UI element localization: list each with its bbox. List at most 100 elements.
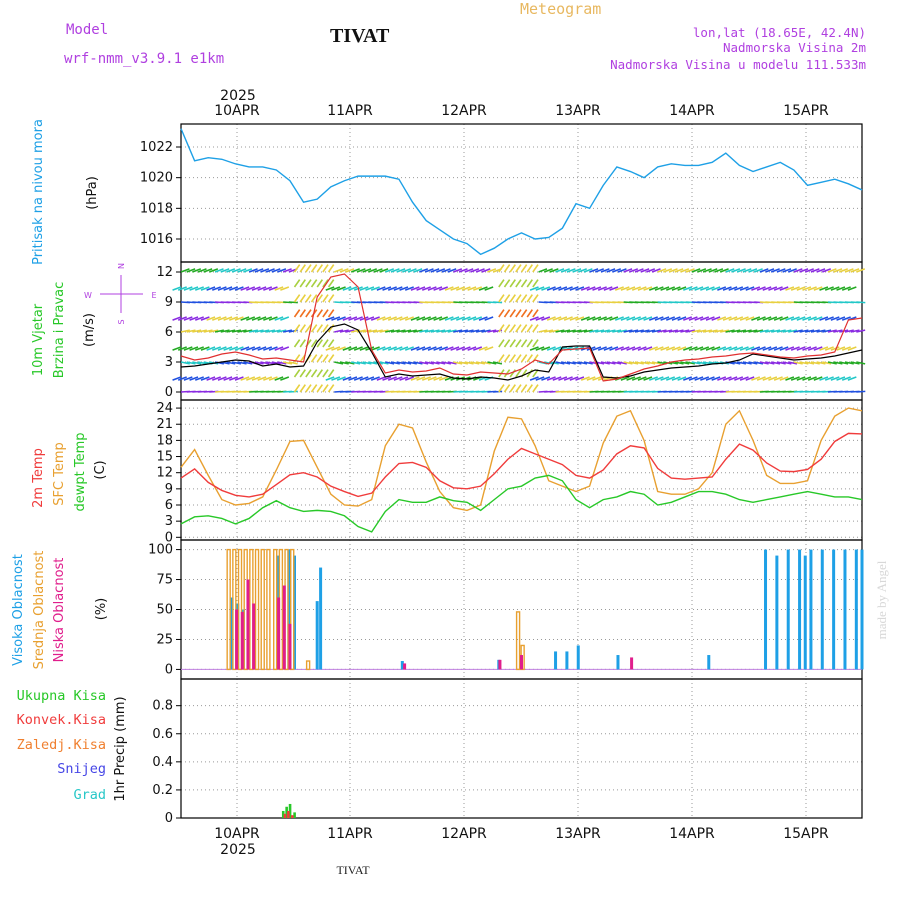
wind-arrow [779, 316, 789, 321]
y-tick-label: 6 [165, 498, 173, 513]
wind-arrow [612, 361, 622, 365]
wind-arrow [824, 376, 834, 381]
wind-arrow [373, 329, 383, 333]
wind-arrow [600, 361, 610, 365]
wind-arrow [305, 279, 312, 288]
wind-arrow [498, 354, 505, 363]
wind-arrow [538, 329, 548, 333]
wind-arrow [194, 286, 204, 291]
legend-item: Konvek.Kisa [17, 712, 106, 728]
wind-arrow [515, 279, 522, 288]
year-bottom: 2025 [220, 842, 256, 858]
wind-arrow [745, 286, 755, 291]
wind-arrow [353, 316, 363, 321]
wind-arrow [856, 301, 866, 304]
y-tick-label: 0 [165, 385, 173, 400]
x-tick-label-top: 12APR [441, 103, 487, 119]
y-tick-label: 9 [165, 482, 173, 497]
wind-arrow [614, 346, 624, 351]
wind-arrow [561, 329, 571, 333]
cloud-bar-high [287, 549, 291, 670]
wind-arrow [424, 329, 434, 333]
wind-arrow [350, 268, 360, 273]
wind-arrow [293, 264, 301, 273]
wind-arrow [790, 346, 800, 351]
wind-arrow [796, 286, 806, 291]
wind-arrow [651, 268, 661, 273]
panel-frame [180, 678, 863, 819]
cloud-bar-high [803, 555, 807, 670]
wind-arrow [280, 316, 290, 321]
wind-arrow [473, 346, 483, 351]
wind-arrow [700, 376, 710, 381]
wind-arrow [299, 294, 306, 303]
wind-arrow [665, 346, 675, 351]
wind-arrow [316, 354, 324, 363]
wind-arrow [404, 286, 414, 291]
cloud-bar-high [565, 651, 569, 670]
wind-arrow [467, 286, 477, 291]
wind-arrow [373, 361, 383, 365]
wind-arrow [240, 376, 250, 381]
wind-arrow [470, 268, 480, 273]
wind-arrow [325, 376, 335, 381]
x-tick-label-bottom: 10APR [214, 826, 260, 842]
wind-arrow [348, 346, 358, 351]
wind-arrow [785, 316, 795, 321]
wind-arrow [396, 329, 406, 333]
wind-arrow [830, 376, 840, 381]
wind-arrow [660, 316, 670, 321]
wind-arrow [240, 316, 250, 321]
wind-arrow [172, 316, 182, 321]
wind-arrow [413, 268, 423, 273]
wind-arrow [646, 361, 656, 365]
wind-arrow [614, 286, 624, 291]
wind-arrow [407, 268, 417, 273]
wind-arrow [580, 286, 590, 291]
cloud-bar-high [230, 597, 234, 670]
wind-arrow [197, 329, 207, 333]
wind-arrow [399, 286, 409, 291]
wind-arrow [433, 376, 443, 381]
wind-arrow [600, 268, 610, 273]
dewpoint-line [180, 474, 863, 533]
wind-arrow [254, 329, 264, 333]
wind-arrow [447, 268, 457, 273]
wind-arrow [779, 286, 789, 291]
model-label: Model [66, 22, 108, 38]
wind-arrow [203, 329, 213, 333]
wind-arrow [583, 268, 593, 273]
wind-arrow [444, 346, 454, 351]
elevation-label: Nadmorska Visina 2m [723, 40, 866, 55]
wind-arrow [580, 376, 590, 381]
wind-arrow [683, 286, 693, 291]
wind-arrow [711, 376, 721, 381]
footer-station: TIVAT [336, 863, 370, 877]
wind-arrow [773, 286, 783, 291]
wind-arrow [478, 346, 488, 351]
wind-arrow [475, 361, 486, 365]
wind-arrow [617, 268, 627, 273]
svg-text:Brzina i Pravac: Brzina i Pravac [52, 282, 67, 379]
wind-arrow [327, 354, 335, 363]
wind-arrow [461, 286, 471, 291]
wind-arrow [683, 316, 693, 321]
wind-arrow [578, 361, 588, 365]
wind-arrow [575, 286, 585, 291]
wind-arrow [226, 268, 236, 273]
wind-arrow [180, 361, 190, 365]
wind-arrow [293, 324, 301, 333]
svg-text:S: S [117, 319, 126, 324]
wind-arrow [668, 329, 679, 333]
wind-arrow [768, 286, 778, 291]
wind-arrow [796, 376, 806, 381]
y-tick-label: 100 [148, 543, 173, 558]
wind-arrow [376, 346, 386, 351]
year-top: 2025 [220, 88, 256, 104]
wind-arrow [458, 329, 469, 333]
wind-arrow [322, 279, 329, 288]
wind-arrow [637, 346, 647, 351]
wind-arrow [844, 329, 854, 333]
wind-arrow [274, 346, 284, 351]
wind-arrow [824, 286, 834, 291]
